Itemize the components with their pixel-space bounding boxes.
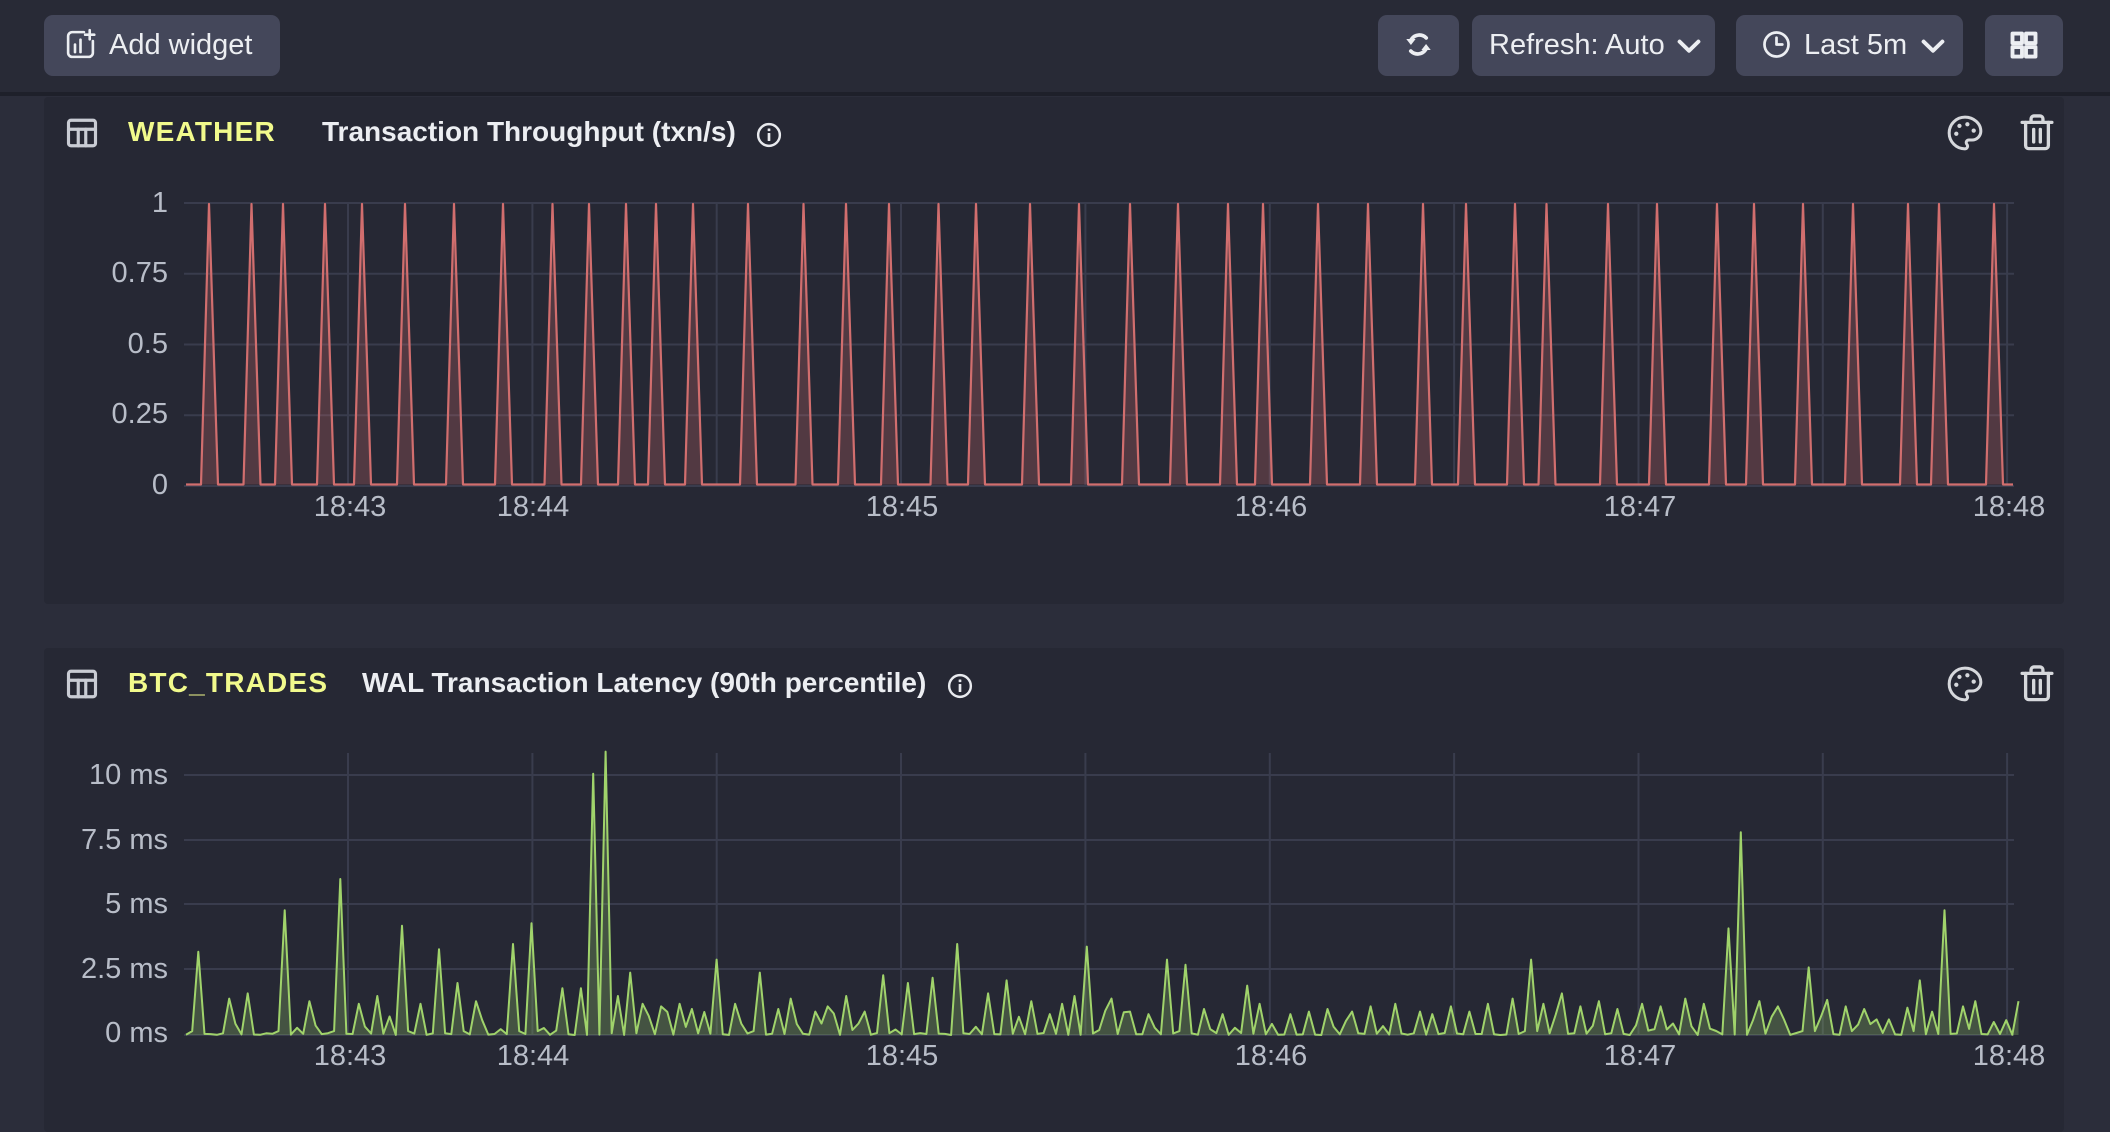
- svg-text:18:44: 18:44: [497, 1040, 570, 1072]
- svg-text:18:46: 18:46: [1235, 1040, 1308, 1072]
- svg-text:0 ms: 0 ms: [105, 1017, 168, 1049]
- svg-text:0.75: 0.75: [112, 257, 168, 289]
- svg-text:1: 1: [152, 187, 168, 219]
- svg-text:18:43: 18:43: [314, 491, 387, 523]
- svg-text:10 ms: 10 ms: [89, 759, 168, 791]
- svg-text:18:47: 18:47: [1604, 491, 1677, 523]
- svg-text:18:43: 18:43: [314, 1040, 387, 1072]
- svg-text:18:48: 18:48: [1973, 1040, 2046, 1072]
- svg-text:0: 0: [152, 469, 168, 501]
- svg-text:5 ms: 5 ms: [105, 888, 168, 920]
- svg-text:18:45: 18:45: [866, 491, 939, 523]
- svg-text:0.5: 0.5: [128, 328, 168, 360]
- svg-text:2.5 ms: 2.5 ms: [81, 953, 168, 985]
- svg-text:18:46: 18:46: [1235, 491, 1308, 523]
- svg-text:18:45: 18:45: [866, 1040, 939, 1072]
- svg-text:7.5 ms: 7.5 ms: [81, 824, 168, 856]
- svg-text:18:48: 18:48: [1973, 491, 2046, 523]
- svg-text:18:44: 18:44: [497, 491, 570, 523]
- svg-text:0.25: 0.25: [112, 398, 168, 430]
- svg-text:18:47: 18:47: [1604, 1040, 1677, 1072]
